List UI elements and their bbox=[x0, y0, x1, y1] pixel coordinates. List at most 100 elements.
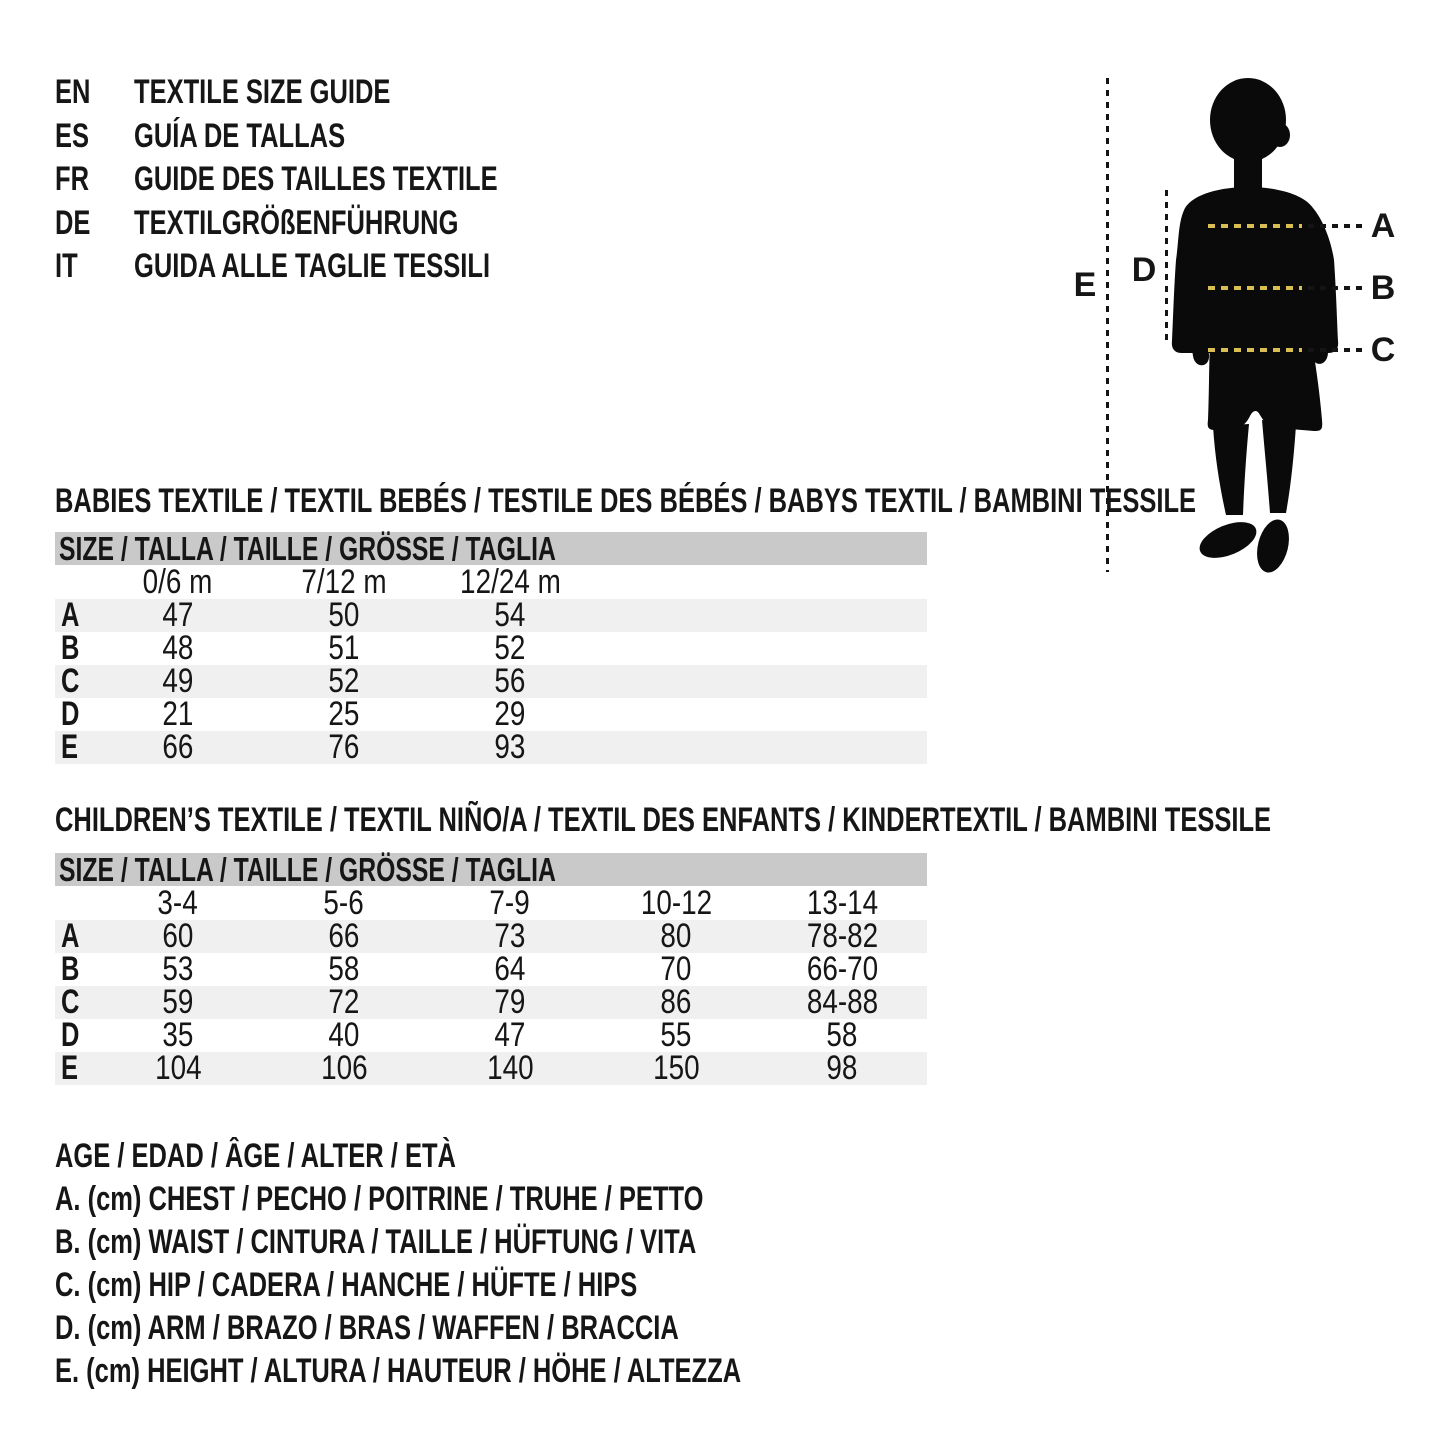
measure-label-d: D bbox=[1131, 251, 1157, 289]
cell: 64 bbox=[494, 950, 526, 988]
guide-title-en: TEXTILE SIZE GUIDE bbox=[134, 73, 391, 111]
silhouette-shorts bbox=[1207, 343, 1323, 431]
waist-measure-leader-b bbox=[1308, 286, 1362, 290]
cell: 51 bbox=[328, 629, 360, 667]
cell: 86 bbox=[660, 983, 692, 1021]
hip-measure-line-c bbox=[1208, 348, 1302, 352]
cell: 80 bbox=[660, 917, 692, 955]
row-label: D bbox=[61, 695, 80, 733]
cell: 58 bbox=[328, 950, 360, 988]
guide-title-de: TEXTILGRÖßENFÜHRUNG bbox=[134, 203, 459, 242]
cell: 106 bbox=[320, 1049, 368, 1087]
cell: 29 bbox=[494, 695, 526, 733]
cell: 140 bbox=[486, 1049, 534, 1087]
legend-height: E. (cm) HEIGHT / ALTURA / HAUTEUR / HÖHE… bbox=[55, 1352, 742, 1390]
cell: 49 bbox=[162, 662, 194, 700]
row-label: C bbox=[61, 983, 80, 1021]
language-row-es: ES GUÍA DE TALLAS bbox=[55, 115, 619, 159]
cell: 55 bbox=[660, 1016, 692, 1054]
babies-row-c: C 49 52 56 bbox=[55, 662, 927, 700]
children-row-c: C 59 72 79 86 84-88 bbox=[55, 983, 927, 1021]
silhouette-right-leg bbox=[1262, 420, 1296, 513]
measure-label-a: A bbox=[1370, 207, 1396, 245]
legend-waist: B. (cm) WAIST / CINTURA / TAILLE / HÜFTU… bbox=[55, 1223, 697, 1261]
children-col-3-4: 3-4 bbox=[157, 884, 199, 922]
children-size-table: SIZE / TALLA / TAILLE / GRÖSSE / TAGLIA … bbox=[55, 853, 927, 1085]
cell: 52 bbox=[494, 629, 526, 667]
row-label: B bbox=[61, 950, 80, 988]
cell: 66 bbox=[162, 728, 194, 766]
waist-measure-line-b bbox=[1208, 286, 1302, 290]
cell: 47 bbox=[494, 1016, 526, 1054]
babies-col-12-24m: 12/24 m bbox=[459, 563, 561, 601]
children-col-7-9: 7-9 bbox=[489, 884, 531, 922]
cell: 54 bbox=[494, 596, 526, 634]
cell: 50 bbox=[328, 596, 360, 634]
cell: 53 bbox=[162, 950, 194, 988]
measure-label-c: C bbox=[1370, 331, 1396, 369]
arm-measure-line-d bbox=[1165, 190, 1168, 342]
row-label: E bbox=[61, 728, 79, 766]
babies-size-header-bar: SIZE / TALLA / TAILLE / GRÖSSE / TAGLIA bbox=[55, 532, 927, 565]
language-code: IT bbox=[55, 247, 78, 285]
row-label: A bbox=[61, 596, 80, 634]
language-code: FR bbox=[55, 160, 89, 198]
cell: 78-82 bbox=[806, 917, 878, 955]
babies-row-e: E 66 76 93 bbox=[55, 728, 927, 766]
legend-hip: C. (cm) HIP / CADERA / HANCHE / HÜFTE / … bbox=[55, 1266, 638, 1304]
children-col-13-14: 13-14 bbox=[806, 884, 878, 922]
language-row-en: EN TEXTILE SIZE GUIDE bbox=[55, 71, 619, 115]
cell: 98 bbox=[826, 1049, 858, 1087]
guide-title-it: GUIDA ALLE TAGLIE TESSILI bbox=[134, 247, 491, 285]
cell: 56 bbox=[494, 662, 526, 700]
guide-title-es: GUÍA DE TALLAS bbox=[134, 116, 346, 155]
height-measure-line-e bbox=[1106, 78, 1109, 572]
row-label: B bbox=[61, 629, 80, 667]
children-col-10-12: 10-12 bbox=[640, 884, 712, 922]
row-label: D bbox=[61, 1016, 80, 1054]
babies-column-headers: 0/6 m 7/12 m 12/24 m bbox=[55, 565, 927, 599]
measure-label-b: B bbox=[1370, 269, 1396, 307]
language-row-fr: FR GUIDE DES TAILLES TEXTILE bbox=[55, 158, 619, 202]
legend-age: AGE / EDAD / ÂGE / ALTER / ETÀ bbox=[55, 1137, 456, 1175]
measurement-legend: AGE / EDAD / ÂGE / ALTER / ETÀ A. (cm) C… bbox=[55, 1135, 970, 1393]
children-row-b: B 53 58 64 70 66-70 bbox=[55, 950, 927, 988]
chest-measure-line-a bbox=[1208, 224, 1302, 228]
cell: 72 bbox=[328, 983, 360, 1021]
babies-row-a: A 47 50 54 bbox=[55, 596, 927, 634]
language-row-de: DE TEXTILGRÖßENFÜHRUNG bbox=[55, 202, 619, 246]
children-col-5-6: 5-6 bbox=[323, 884, 365, 922]
row-label: A bbox=[61, 917, 80, 955]
silhouette-left-foot bbox=[1199, 522, 1257, 558]
cell: 73 bbox=[494, 917, 526, 955]
cell: 47 bbox=[162, 596, 194, 634]
silhouette-head bbox=[1210, 78, 1286, 162]
cell: 66 bbox=[328, 917, 360, 955]
cell: 70 bbox=[660, 950, 692, 988]
cell: 52 bbox=[328, 662, 360, 700]
language-row-it: IT GUIDA ALLE TAGLIE TESSILI bbox=[55, 245, 619, 289]
cell: 79 bbox=[494, 983, 526, 1021]
children-row-a: A 60 66 73 80 78-82 bbox=[55, 917, 927, 955]
babies-row-d: D 21 25 29 bbox=[55, 695, 927, 733]
babies-section-heading: BABIES TEXTILE / TEXTIL BEBÉS / TESTILE … bbox=[55, 482, 1197, 520]
cell: 59 bbox=[162, 983, 194, 1021]
children-row-e: E 104 106 140 150 98 bbox=[55, 1049, 927, 1087]
silhouette-shirt bbox=[1171, 187, 1339, 353]
cell: 40 bbox=[328, 1016, 360, 1054]
child-silhouette bbox=[1171, 78, 1339, 573]
cell: 60 bbox=[162, 917, 194, 955]
row-label: E bbox=[61, 1049, 79, 1087]
language-title-list: EN TEXTILE SIZE GUIDE ES GUÍA DE TALLAS … bbox=[55, 71, 619, 289]
measure-label-e: E bbox=[1073, 266, 1097, 304]
babies-col-7-12m: 7/12 m bbox=[301, 563, 387, 601]
legend-chest: A. (cm) CHEST / PECHO / POITRINE / TRUHE… bbox=[55, 1180, 704, 1218]
language-code: ES bbox=[55, 116, 90, 155]
children-column-headers: 3-4 5-6 7-9 10-12 13-14 bbox=[55, 886, 927, 920]
language-code: EN bbox=[55, 73, 91, 111]
row-label: C bbox=[61, 662, 80, 700]
silhouette-right-foot bbox=[1257, 519, 1289, 573]
babies-row-b: B 48 51 52 bbox=[55, 629, 927, 667]
cell: 35 bbox=[162, 1016, 194, 1054]
